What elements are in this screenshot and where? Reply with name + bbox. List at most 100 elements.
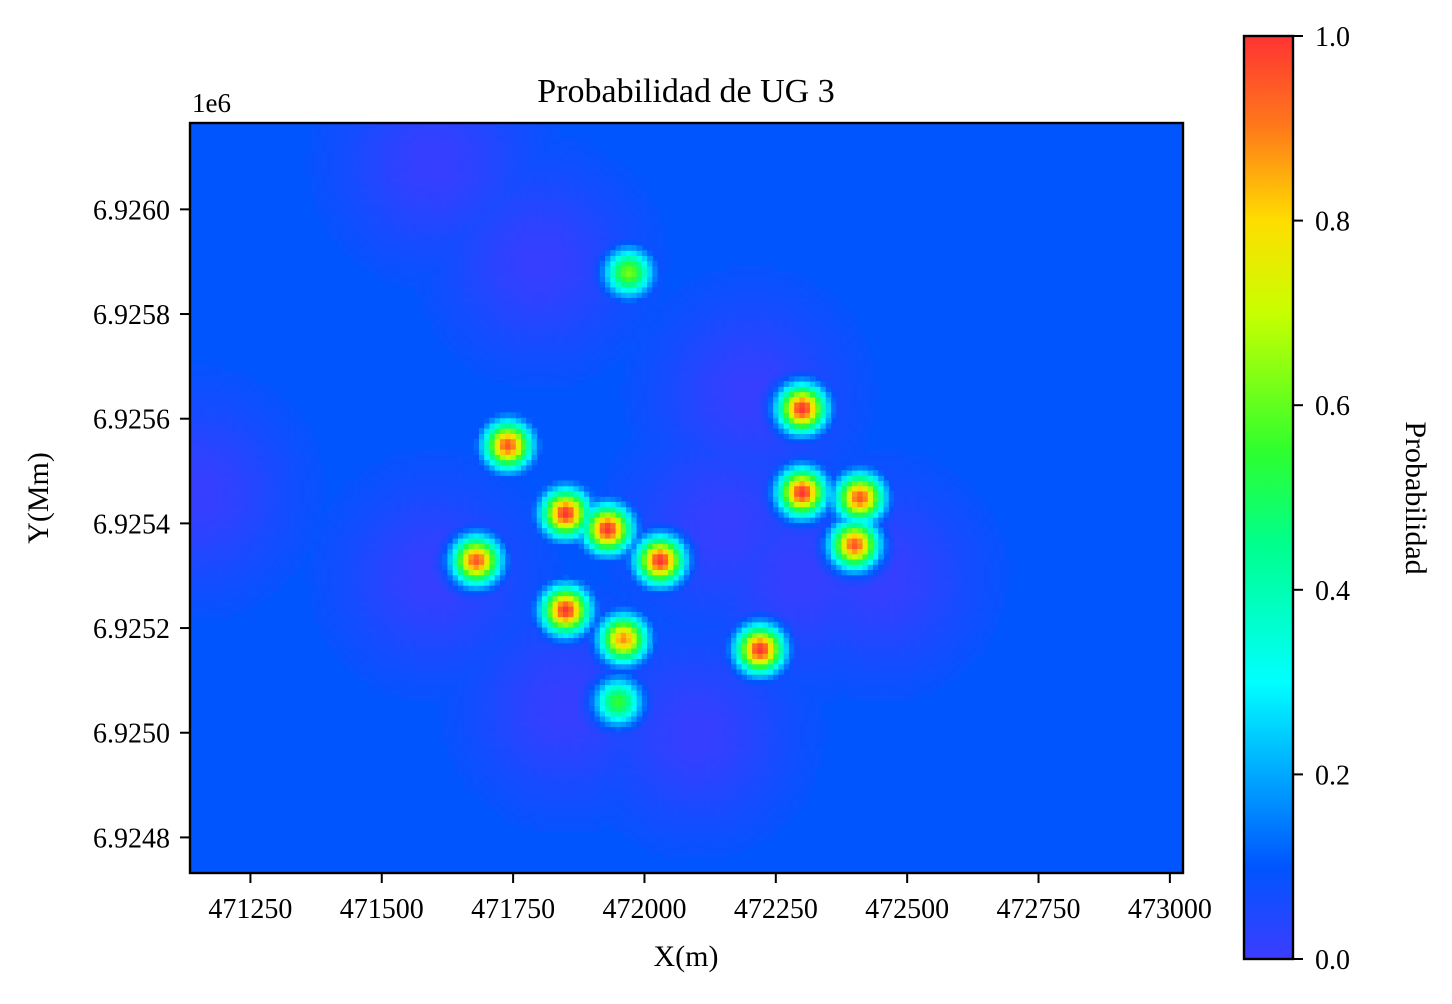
heatmap-cell xyxy=(405,517,412,523)
heatmap-cell xyxy=(468,731,475,738)
heatmap-cell xyxy=(205,396,212,403)
heatmap-cell xyxy=(321,218,328,225)
heatmap-cell xyxy=(499,632,506,639)
heatmap-cell xyxy=(515,307,522,314)
heatmap-cell xyxy=(405,600,412,607)
heatmap-cell xyxy=(536,490,543,497)
heatmap-cell xyxy=(521,700,527,707)
heatmap-cell xyxy=(247,454,254,461)
heatmap-cell xyxy=(226,522,233,529)
heatmap-cell xyxy=(484,506,491,513)
heatmap-cell xyxy=(489,726,496,733)
heatmap-cell xyxy=(410,538,417,544)
heatmap-cell xyxy=(384,176,391,183)
heatmap-cell xyxy=(536,244,543,251)
heatmap-cell xyxy=(373,558,380,565)
heatmap-cell xyxy=(337,532,343,539)
heatmap-cell xyxy=(484,428,491,434)
heatmap-cell xyxy=(426,564,433,571)
heatmap-cell xyxy=(536,674,543,680)
heatmap-cell xyxy=(489,260,496,267)
heatmap-cell xyxy=(436,558,443,565)
heatmap-cell xyxy=(526,192,533,199)
heatmap-cell xyxy=(363,480,370,487)
heatmap-cell xyxy=(284,501,291,508)
heatmap-cell xyxy=(400,490,407,497)
heatmap-cell xyxy=(531,700,538,707)
heatmap-cell xyxy=(216,606,223,612)
heatmap-cell xyxy=(373,171,380,178)
heatmap-cell xyxy=(237,454,244,461)
heatmap-cell xyxy=(400,548,407,555)
heatmap-cell xyxy=(531,695,538,701)
heatmap-cell xyxy=(515,129,522,136)
heatmap-cell xyxy=(268,548,275,555)
heatmap-cell xyxy=(305,428,312,434)
heatmap-cell xyxy=(494,674,501,680)
heatmap-cell xyxy=(258,412,265,419)
heatmap-cell xyxy=(373,166,380,173)
heatmap-cell xyxy=(505,658,512,665)
heatmap-cell xyxy=(221,433,228,440)
heatmap-cell xyxy=(347,553,354,560)
heatmap-cell xyxy=(457,705,464,712)
heatmap-cell xyxy=(489,428,496,434)
heatmap-cell xyxy=(410,239,417,246)
heatmap-cell xyxy=(253,433,259,440)
heatmap-cell xyxy=(310,166,317,173)
heatmap-cell xyxy=(515,271,522,277)
heatmap-cell xyxy=(211,511,217,518)
heatmap-cell xyxy=(431,574,438,581)
heatmap-cell xyxy=(226,496,233,502)
heatmap-cell xyxy=(457,731,464,738)
heatmap-cell xyxy=(321,480,328,487)
heatmap-cell xyxy=(531,260,538,267)
heatmap-cell xyxy=(478,370,485,377)
heatmap-cell xyxy=(431,658,438,665)
heatmap-cell xyxy=(521,799,527,806)
heatmap-cell xyxy=(521,297,527,304)
heatmap-cell xyxy=(452,590,459,597)
heatmap-cell xyxy=(542,585,548,591)
heatmap-cell xyxy=(515,213,522,220)
heatmap-cell xyxy=(463,527,470,534)
heatmap-cell xyxy=(268,396,275,403)
heatmap-cell xyxy=(489,548,496,555)
heatmap-cell xyxy=(321,600,328,607)
heatmap-cell xyxy=(216,443,223,450)
heatmap-cell xyxy=(521,679,527,686)
heatmap-cell xyxy=(473,276,480,283)
heatmap-cell xyxy=(489,297,496,304)
heatmap-cell xyxy=(452,349,459,356)
heatmap-cell xyxy=(531,281,538,288)
heatmap-cell xyxy=(232,527,238,534)
heatmap-cell xyxy=(452,705,459,712)
heatmap-cell xyxy=(468,721,475,728)
heatmap-cell xyxy=(542,543,548,550)
heatmap-cell xyxy=(247,517,254,523)
heatmap-cell xyxy=(478,349,485,356)
heatmap-cell xyxy=(442,286,449,293)
heatmap-cell xyxy=(505,135,512,141)
heatmap-cell xyxy=(457,328,464,335)
heatmap-cell xyxy=(510,558,517,565)
heatmap-cell xyxy=(337,611,343,618)
heatmap-cell xyxy=(494,569,501,576)
heatmap-cell xyxy=(326,538,333,544)
heatmap-cell xyxy=(473,715,480,722)
heatmap-cell xyxy=(373,543,380,550)
heatmap-cell xyxy=(284,543,291,550)
heatmap-cell xyxy=(505,784,512,790)
heatmap-cell xyxy=(253,386,259,393)
heatmap-cell xyxy=(436,585,443,591)
heatmap-cell xyxy=(452,286,459,293)
heatmap-cell xyxy=(521,302,527,309)
heatmap-cell xyxy=(494,606,501,612)
heatmap-cell xyxy=(526,621,533,628)
heatmap-cell xyxy=(289,428,296,434)
heatmap-cell xyxy=(200,543,207,550)
heatmap-cell xyxy=(436,653,443,660)
heatmap-cell xyxy=(473,302,480,309)
heatmap-cell xyxy=(463,265,470,272)
heatmap-cell xyxy=(521,642,527,649)
